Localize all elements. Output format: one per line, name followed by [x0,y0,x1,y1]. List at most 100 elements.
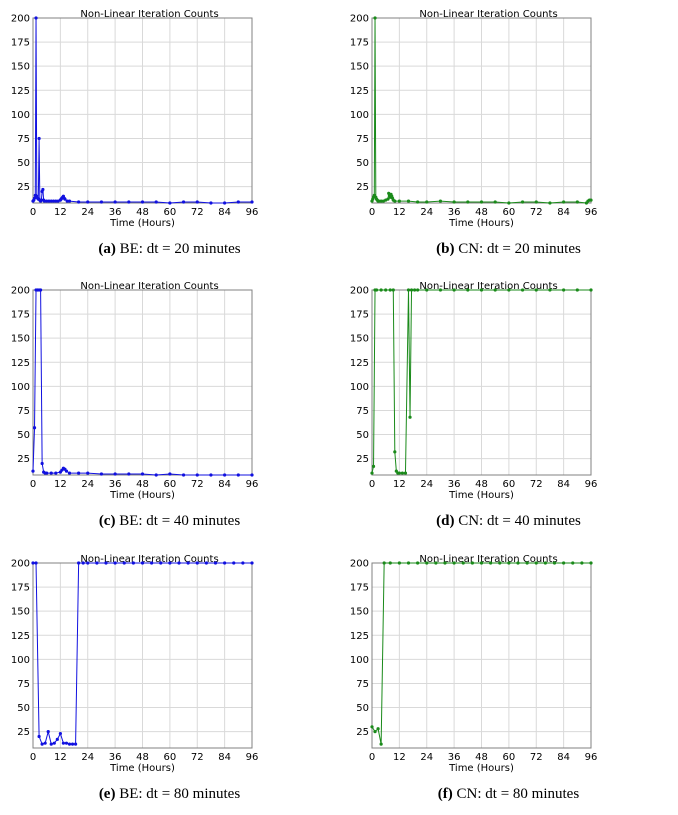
y-tick-label: 175 [11,583,30,594]
x-axis-label: Time (Hours) [448,763,514,774]
data-point [461,561,465,565]
x-tick-label: 84 [557,207,570,218]
chart-svg: Non-Linear Iteration Counts 0 12 24 36 48 60 72… [350,281,598,501]
data-point [493,200,497,204]
x-tick-label: 24 [420,207,433,218]
data-point [81,561,85,565]
x-tick-label: 48 [136,479,149,490]
y-tick-label: 175 [11,38,30,49]
y-tick-label: 175 [350,310,369,321]
x-tick-label: 0 [369,207,375,218]
x-axis-label: Time (Hours) [109,490,175,501]
data-point [140,472,145,476]
data-point [34,16,38,20]
data-point [40,461,44,466]
y-tick-label: 200 [350,286,369,297]
data-point [580,561,584,565]
y-tick-label: 125 [11,358,30,369]
chart-svg: Non-Linear Iteration Counts 0 12 24 36 48 60 72… [11,554,258,774]
x-tick-label: 84 [218,479,231,490]
chart-caption: (b) CN: dt = 20 minutes [339,241,678,258]
x-tick-label: 36 [448,207,461,218]
data-point [223,473,227,477]
data-point [406,199,411,203]
data-point [562,288,566,292]
chart-caption: (c) BE: dt = 40 minutes [0,513,339,530]
data-point [37,136,41,141]
data-point [67,742,72,746]
chart-title: Non-Linear Iteration Counts [419,281,557,292]
caption-label: (d) [436,513,455,529]
x-tick-label: 96 [585,479,598,490]
data-point [452,200,456,204]
data-point [31,469,35,473]
data-point [236,473,240,477]
data-point [391,288,395,292]
y-tick-label: 50 [17,158,30,169]
x-tick-label: 96 [585,207,598,218]
data-point [204,561,208,565]
data-point [412,288,417,292]
data-point [168,561,172,565]
chart-svg: Non-Linear Iteration Counts 0 12 24 36 48 60 72… [11,9,259,229]
data-point [543,561,547,565]
data-point [45,471,49,475]
y-tick-label: 150 [11,62,30,73]
data-point [122,561,126,565]
chart-caption: (f) CN: dt = 80 minutes [339,786,678,803]
x-tick-label: 0 [30,479,36,490]
data-point [452,288,456,292]
y-tick-label: 125 [11,86,30,97]
data-point [195,200,199,204]
data-point [186,561,190,565]
x-tick-label: 48 [475,479,488,490]
data-point [507,201,511,205]
x-tick-label: 12 [393,752,406,763]
data-point [379,199,383,203]
data-point [64,741,69,745]
x-axis-label: Time (Hours) [448,218,514,229]
x-tick-label: 96 [246,207,259,218]
data-point [470,561,474,565]
data-point [534,200,538,204]
x-tick-label: 24 [420,752,433,763]
data-point [49,199,53,203]
y-tick-label: 25 [356,727,369,738]
data-point [61,741,66,745]
data-point [150,561,154,565]
x-tick-label: 36 [448,752,461,763]
data-point [370,725,374,729]
y-tick-label: 75 [356,406,369,417]
data-point [425,561,429,565]
data-point [45,199,49,203]
data-point [575,288,579,292]
data-point [386,197,390,201]
x-tick-label: 24 [81,207,94,218]
chart-panel-d: Non-Linear Iteration Counts 0 12 24 36 48 60 72… [339,272,678,542]
y-tick-label: 50 [356,430,369,441]
data-point [38,288,43,292]
y-tick-label: 150 [350,334,369,345]
data-point [525,561,529,565]
y-tick-label: 200 [11,14,30,25]
chart-caption: (d) CN: dt = 40 minutes [339,513,678,530]
data-point [52,741,56,745]
data-point [64,469,69,473]
x-tick-label: 0 [369,479,375,490]
x-tick-label: 0 [30,752,36,763]
caption-text: BE: dt = 80 minutes [119,786,241,802]
data-point [73,742,78,746]
y-tick-label: 100 [350,655,369,666]
data-point [370,471,374,475]
x-axis-label: Time (Hours) [109,218,175,229]
data-point [250,473,254,477]
data-point [589,288,593,292]
x-tick-label: 72 [530,207,543,218]
x-tick-label: 60 [503,207,516,218]
y-tick-label: 25 [17,727,30,738]
chart-svg: Non-Linear Iteration Counts 0 12 24 36 48 60 72… [11,281,258,501]
data-point [393,199,397,203]
data-point [213,561,218,565]
data-point [42,199,47,203]
y-tick-label: 25 [17,182,30,193]
